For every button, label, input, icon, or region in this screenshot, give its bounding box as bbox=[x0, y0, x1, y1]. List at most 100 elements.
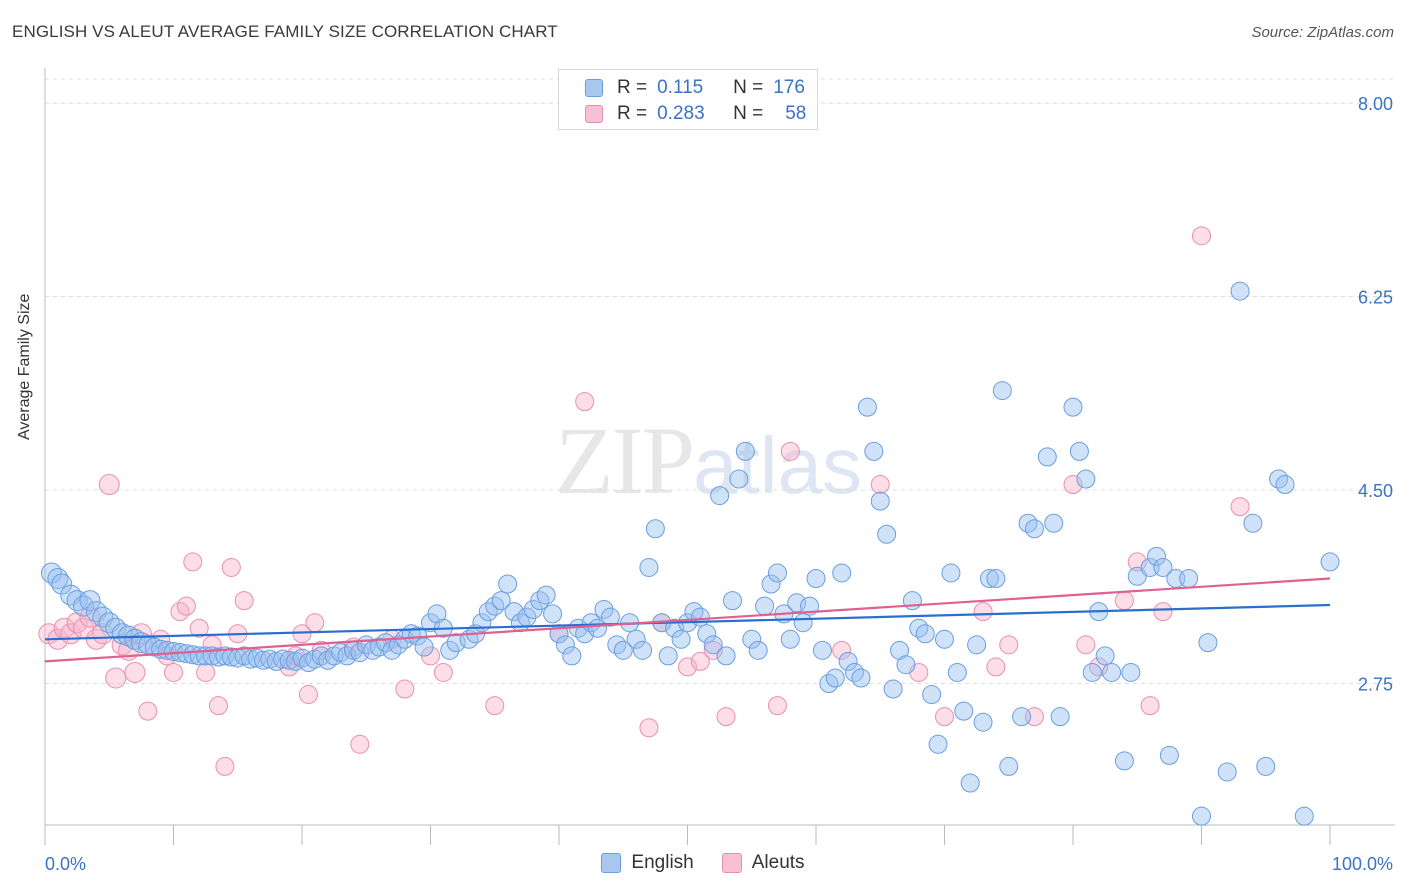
english-point bbox=[1069, 441, 1089, 461]
aleut-point bbox=[935, 707, 954, 727]
english-swatch bbox=[601, 853, 622, 873]
english-point bbox=[800, 596, 820, 616]
r-label: R = bbox=[617, 77, 648, 98]
correlation-legend: R = 0.115 N = 176 R = 0.283 N = 58 bbox=[558, 69, 818, 130]
english-point bbox=[639, 557, 659, 577]
aleut-point bbox=[1153, 602, 1173, 622]
n-value: 176 bbox=[773, 77, 805, 98]
aleut-point bbox=[767, 696, 787, 716]
english-point bbox=[536, 585, 556, 605]
english-point bbox=[1217, 762, 1237, 782]
aleut-trend-line bbox=[44, 577, 1331, 663]
english-point bbox=[1256, 756, 1276, 776]
aleut-swatch bbox=[721, 853, 742, 873]
english-point bbox=[562, 646, 582, 666]
english-point bbox=[491, 591, 511, 611]
english-point bbox=[1024, 519, 1044, 539]
aleut-point bbox=[1089, 657, 1109, 677]
aleut-point bbox=[208, 696, 228, 716]
n-label: N = bbox=[733, 103, 764, 124]
aleut-point bbox=[305, 613, 325, 633]
english-point bbox=[1320, 552, 1340, 572]
english-point bbox=[935, 629, 954, 649]
aleut-point bbox=[716, 707, 736, 727]
aleut-point bbox=[66, 612, 88, 634]
aleut-point bbox=[1192, 226, 1211, 246]
legend-item-english[interactable]: English bbox=[601, 852, 694, 874]
english-point bbox=[812, 640, 832, 660]
aleut-point bbox=[215, 756, 235, 776]
english-point bbox=[748, 640, 768, 660]
legend-aleuts-label: Aleuts bbox=[751, 852, 805, 873]
aleut-point bbox=[176, 596, 196, 616]
english-point bbox=[645, 519, 665, 539]
english-point bbox=[1269, 469, 1289, 489]
aleut-point bbox=[973, 602, 993, 622]
aleut-point bbox=[85, 628, 107, 650]
english-point bbox=[555, 635, 575, 655]
english-point bbox=[337, 646, 357, 666]
aleut-point bbox=[189, 618, 209, 638]
english-point bbox=[613, 640, 633, 660]
aleut-point bbox=[395, 679, 415, 699]
aleut-point bbox=[485, 696, 505, 716]
english-point bbox=[1198, 633, 1218, 653]
english-point bbox=[665, 618, 685, 638]
english-point bbox=[864, 441, 884, 461]
aleut-points bbox=[38, 226, 1250, 776]
english-point bbox=[941, 563, 961, 583]
trend-lines bbox=[44, 577, 1331, 663]
aleut-point bbox=[1127, 552, 1147, 572]
aleut-point bbox=[780, 441, 800, 461]
english-point bbox=[478, 602, 498, 622]
english-point bbox=[66, 590, 88, 612]
english-point bbox=[954, 701, 974, 721]
english-point bbox=[877, 524, 897, 544]
aleut-swatch bbox=[585, 105, 603, 123]
english-point bbox=[928, 734, 948, 754]
aleut-point bbox=[1230, 497, 1250, 517]
r-label: R = bbox=[617, 103, 648, 124]
aleut-point bbox=[433, 662, 453, 682]
english-point bbox=[832, 563, 852, 583]
english-point bbox=[607, 635, 627, 655]
english-point bbox=[851, 668, 871, 688]
english-point bbox=[780, 629, 800, 649]
english-point bbox=[896, 655, 916, 675]
aleut-point bbox=[703, 640, 723, 660]
y-tick-label: 2.75 bbox=[1358, 675, 1393, 695]
x-tick-label: 100.0% bbox=[1332, 854, 1393, 874]
aleut-point bbox=[105, 667, 127, 689]
english-point bbox=[1082, 662, 1102, 682]
english-point bbox=[838, 651, 858, 671]
english-point bbox=[633, 640, 653, 660]
english-trend-line bbox=[44, 603, 1331, 641]
english-point bbox=[697, 624, 717, 644]
aleut-point bbox=[138, 701, 158, 721]
legend-row-aleuts: R = 0.283 N = 58 bbox=[585, 102, 806, 126]
english-points bbox=[40, 281, 1340, 826]
english-point bbox=[845, 662, 865, 682]
aleut-point bbox=[870, 475, 890, 495]
english-point bbox=[446, 633, 466, 653]
legend-item-aleuts[interactable]: Aleuts bbox=[721, 852, 805, 874]
aleut-point bbox=[1076, 635, 1096, 655]
english-point bbox=[530, 591, 550, 611]
english-point bbox=[806, 568, 826, 588]
english-point bbox=[742, 629, 762, 649]
english-point bbox=[1243, 513, 1263, 533]
aleut-point bbox=[221, 557, 241, 577]
aleut-point bbox=[183, 552, 203, 572]
aleut-point bbox=[690, 651, 710, 671]
aleut-point bbox=[1114, 591, 1134, 611]
english-point bbox=[1275, 475, 1295, 495]
english-point bbox=[960, 773, 980, 793]
english-point bbox=[1114, 751, 1134, 771]
english-point bbox=[716, 646, 736, 666]
english-point bbox=[47, 567, 69, 589]
english-point bbox=[1102, 662, 1122, 682]
english-point bbox=[1095, 646, 1115, 666]
tick-labels: 2.75 4.50 6.25 8.00 0.0% 100.0% bbox=[45, 94, 1393, 874]
english-point bbox=[671, 629, 691, 649]
english-point bbox=[729, 469, 749, 489]
